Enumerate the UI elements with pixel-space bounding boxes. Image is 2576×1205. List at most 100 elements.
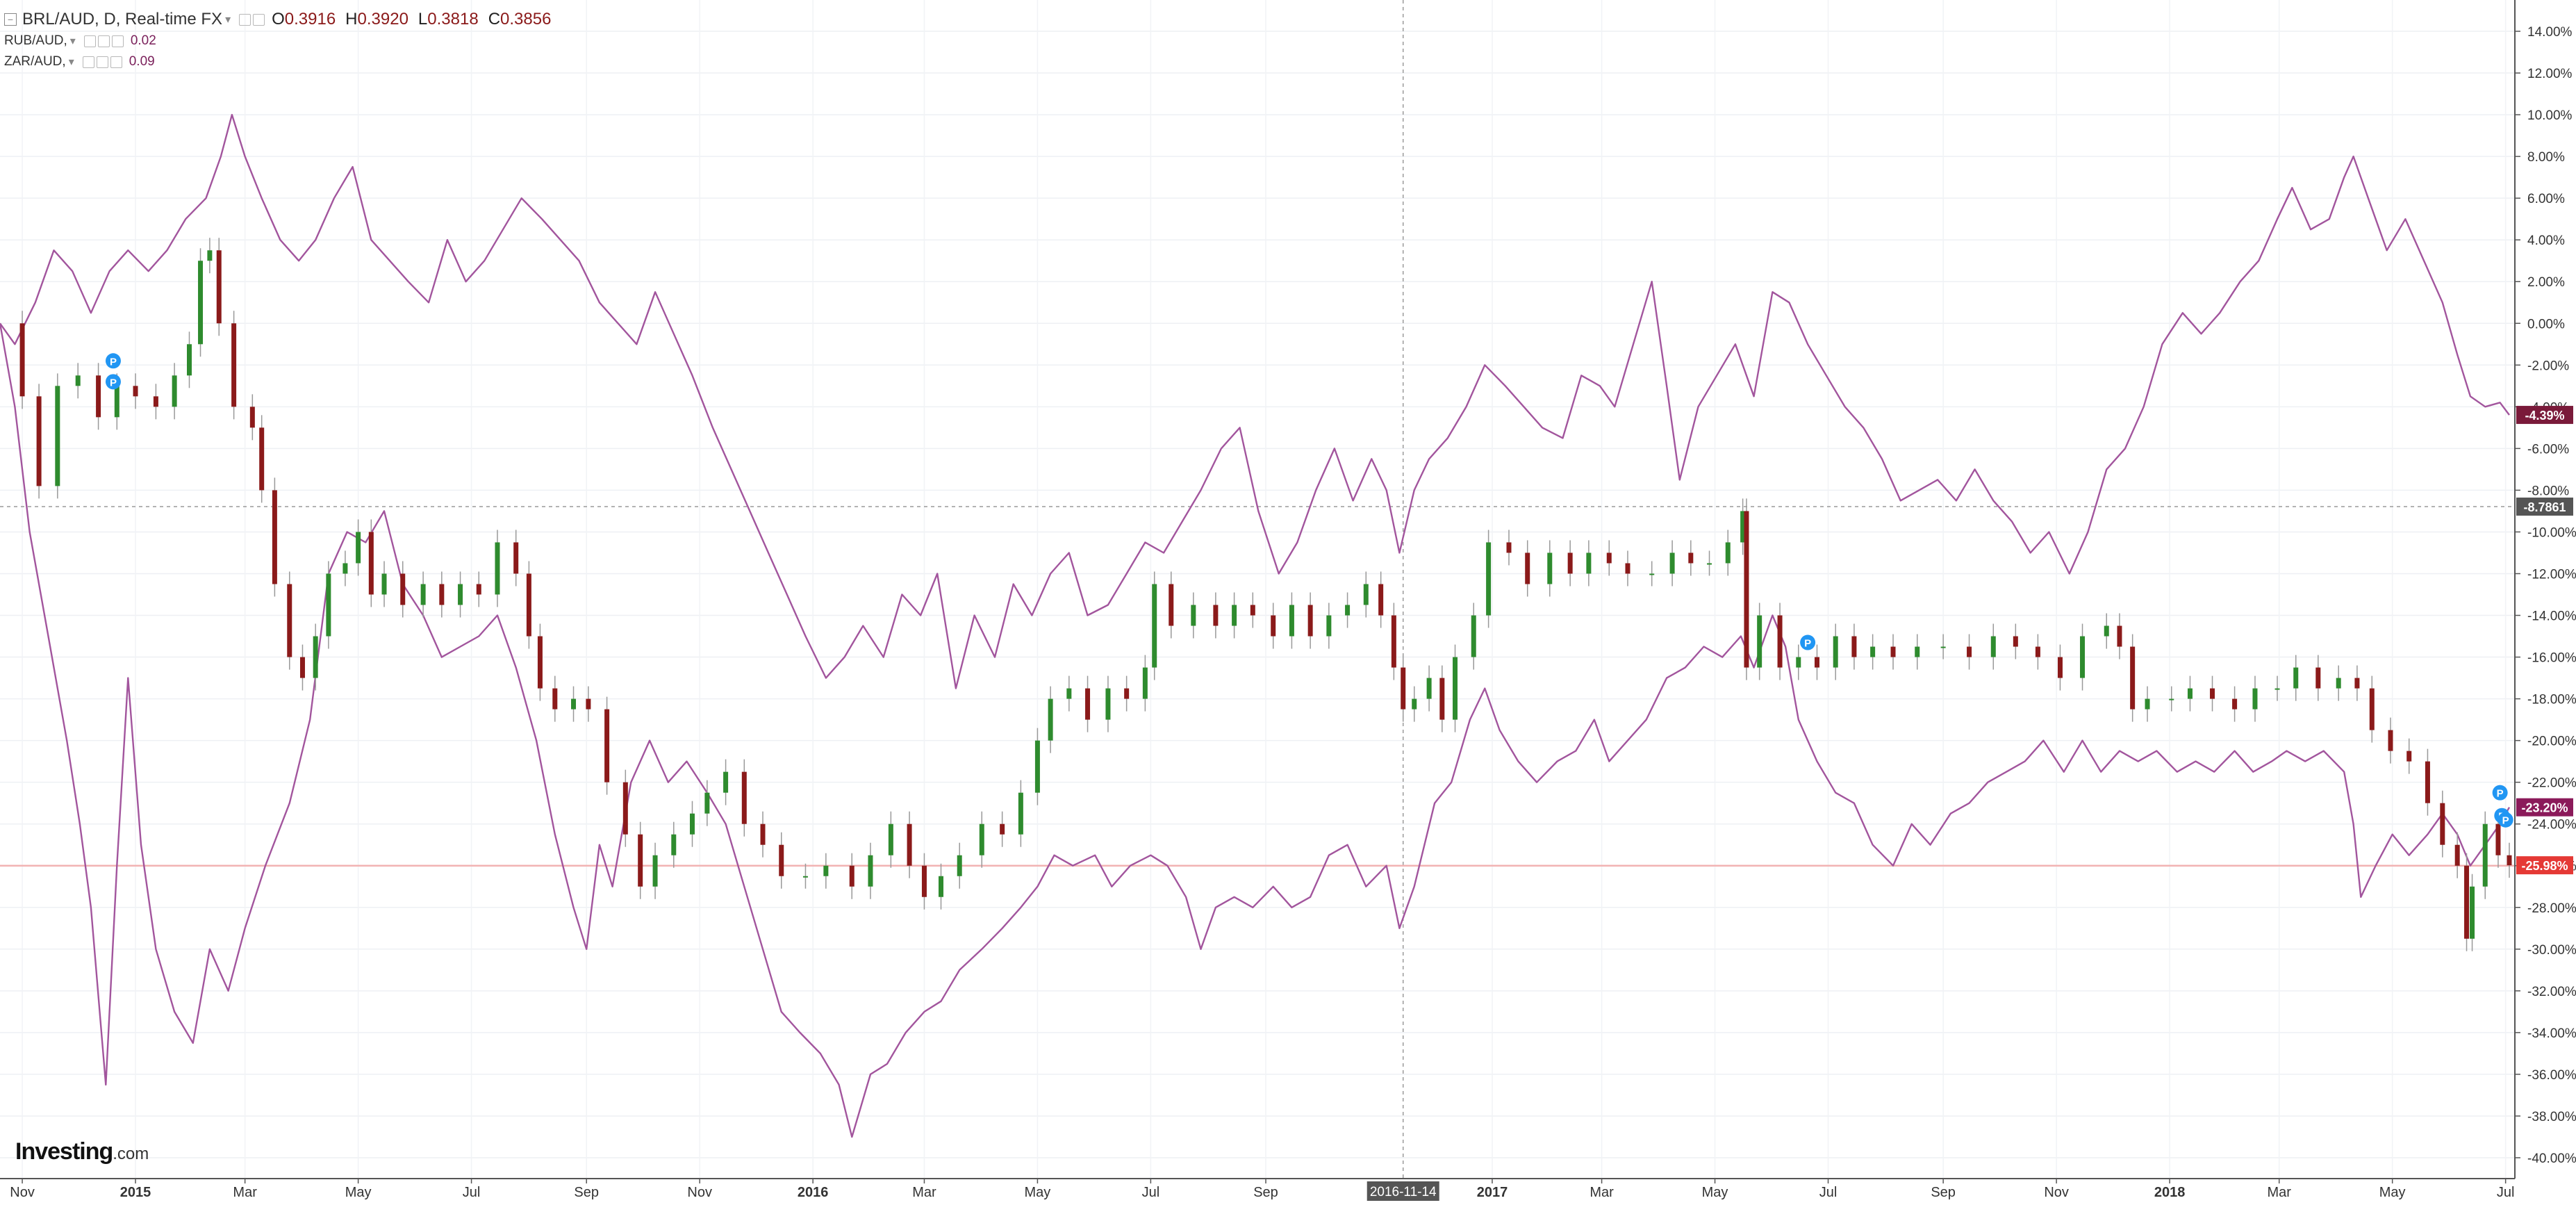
chevron-down-icon[interactable]: ▾ (68, 56, 74, 68)
candle-body (1525, 552, 1530, 584)
candle-body (1439, 678, 1445, 720)
rub-last-badge-bg (2516, 798, 2573, 817)
candle-body (2210, 688, 2215, 699)
legend-rub-row[interactable]: RUB/AUD, ▾ 0.02 (4, 31, 561, 51)
y-tick-label: -24.00% (2527, 818, 2576, 833)
event-marker-label: P (2497, 788, 2504, 800)
rub-last-badge: -23.20% (2516, 798, 2573, 817)
candle-body (1471, 615, 1476, 657)
event-marker-label: P (2502, 815, 2509, 827)
y-tick-label: -10.00% (2527, 525, 2576, 540)
event-marker-circle (2492, 785, 2508, 801)
candle-body (1169, 584, 1174, 626)
candle-body (2035, 646, 2040, 657)
candle-body (313, 636, 318, 678)
brand-logo: Investing.com (15, 1138, 149, 1165)
rub-last-badge-text: -23.20% (2521, 801, 2568, 815)
event-marker-circle (105, 374, 121, 390)
candle-body (1851, 636, 1857, 657)
settings-icon[interactable] (83, 35, 96, 47)
legend-rub-label[interactable]: RUB/AUD, (4, 33, 67, 48)
close-icon[interactable] (111, 35, 124, 47)
candle-body (495, 542, 500, 595)
crosshair-price-badge-text: -8.7861 (2523, 500, 2566, 514)
candle-body (2169, 698, 2174, 700)
price-axis-panel (2515, 0, 2576, 1205)
x-tick-label: Sep (574, 1185, 599, 1200)
candle-body (552, 688, 558, 710)
brl-last-badge-text: -25.98% (2521, 859, 2568, 873)
chevron-down-icon[interactable]: ▾ (69, 35, 76, 47)
candle-body (2117, 625, 2122, 647)
candle-body (2013, 636, 2018, 647)
eye-icon[interactable] (96, 56, 108, 68)
candle-body (458, 584, 463, 605)
candle-body (957, 855, 962, 876)
y-tick-label: 8.00% (2527, 150, 2565, 165)
candle-body (198, 261, 204, 345)
candle-body (1688, 552, 1694, 564)
candle-body (259, 427, 265, 491)
candle-body (938, 876, 943, 897)
candle-body (96, 375, 101, 418)
candle-body (888, 823, 893, 855)
candle-body (1990, 636, 1996, 657)
candle-body (2130, 646, 2136, 710)
candle-body (133, 386, 138, 397)
candle-body (187, 344, 192, 376)
candle-body (1777, 615, 1783, 668)
x-tick-label: Nov (687, 1185, 712, 1200)
y-tick-label: 10.00% (2527, 108, 2573, 123)
candle-body (723, 771, 729, 793)
x-tick-label: 2018 (2154, 1185, 2186, 1200)
candle-body (2507, 855, 2512, 866)
event-marker-circle (105, 353, 121, 369)
candle-body (1870, 646, 1876, 657)
chevron-down-icon[interactable]: ▾ (225, 14, 231, 26)
candle-body (2057, 657, 2063, 678)
candle-body (868, 855, 873, 887)
legend-low: L0.3818 (418, 10, 479, 28)
candle-body (153, 396, 158, 407)
legend-zar-label[interactable]: ZAR/AUD, (4, 54, 66, 69)
y-tick-label: 14.00% (2527, 25, 2573, 40)
y-tick-label: -38.00% (2527, 1110, 2576, 1124)
candle-body (1567, 552, 1573, 574)
y-tick-label: 6.00% (2527, 192, 2565, 206)
candle-body (2464, 865, 2470, 939)
candle-body (1814, 657, 1819, 668)
candle-body (1066, 688, 1072, 699)
candle-body (760, 823, 766, 845)
x-tick-label: Nov (2044, 1185, 2069, 1200)
legend-high: H0.3920 (345, 10, 408, 28)
candle-body (2388, 730, 2393, 751)
collapse-icon[interactable]: − (4, 13, 17, 26)
candle-body (381, 573, 387, 595)
legend-zar-row[interactable]: ZAR/AUD, ▾ 0.09 (4, 51, 561, 72)
settings-icon[interactable] (82, 56, 94, 68)
x-tick-label: Mar (233, 1185, 257, 1200)
candle-body (1833, 636, 1838, 668)
candle-body (1018, 792, 1023, 835)
eye-icon[interactable] (97, 35, 110, 47)
event-marker-circle (2497, 812, 2513, 828)
candle-body (604, 709, 610, 782)
x-tick-label: 2017 (1477, 1185, 1508, 1200)
candle-body (1669, 552, 1675, 574)
x-tick-label: Mar (912, 1185, 936, 1200)
settings-icon[interactable] (239, 13, 251, 26)
y-tick-label: -8.00% (2527, 484, 2569, 498)
y-tick-label: -36.00% (2527, 1068, 2576, 1083)
candle-body (2495, 823, 2501, 855)
legend-main-row[interactable]: − BRL/AUD, D, Real-time FX ▾ O0.3916 H0.… (4, 8, 561, 31)
candle-body (1250, 605, 1255, 616)
event-marker: P (1800, 634, 1816, 650)
legend-symbol[interactable]: BRL/AUD, D, Real-time FX (22, 10, 223, 28)
candle-body (638, 834, 643, 887)
candle-body (1345, 605, 1351, 616)
eye-icon[interactable] (253, 13, 265, 26)
close-icon[interactable] (110, 56, 122, 68)
candle-body (979, 823, 984, 855)
